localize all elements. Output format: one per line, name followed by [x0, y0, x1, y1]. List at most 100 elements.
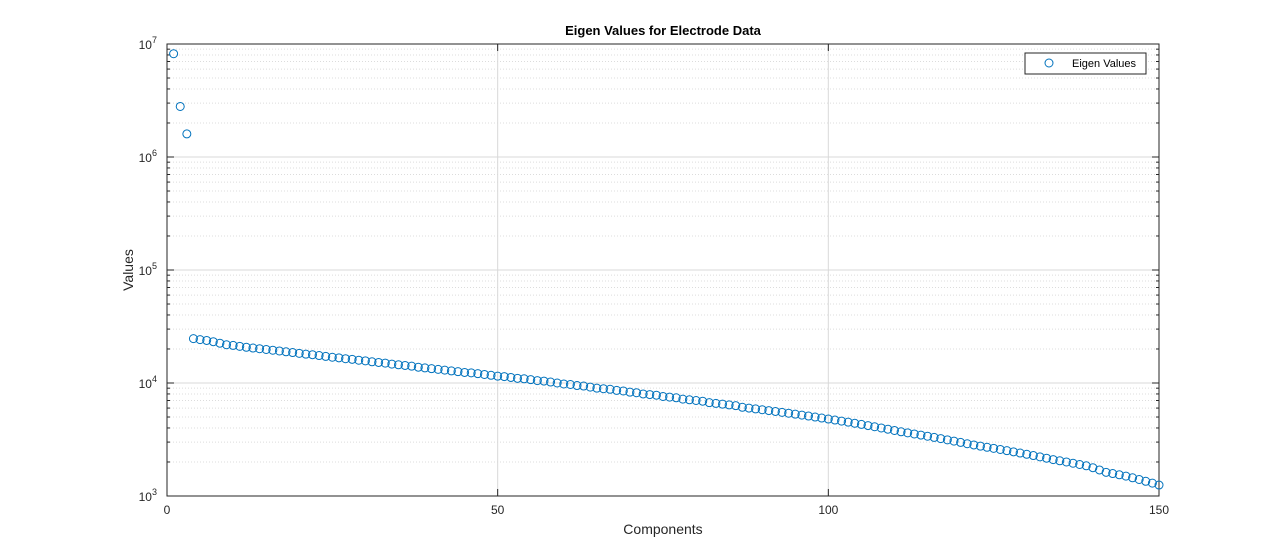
data-point: [916, 430, 926, 440]
data-point: [810, 412, 820, 422]
data-point: [552, 378, 562, 388]
data-point: [347, 354, 357, 364]
data-point: [777, 407, 787, 417]
y-tick-label: 106: [139, 148, 157, 165]
data-point: [1114, 470, 1124, 480]
data-point: [718, 399, 728, 409]
data-point: [506, 372, 516, 382]
data-point: [208, 337, 218, 347]
data-point: [460, 367, 470, 377]
data-point: [1081, 461, 1091, 471]
data-point: [1015, 448, 1025, 458]
data-point: [843, 417, 853, 427]
data-point: [453, 367, 463, 377]
data-point: [625, 387, 635, 397]
data-point: [579, 381, 589, 391]
data-point: [1141, 476, 1151, 486]
data-point: [222, 340, 232, 350]
data-point: [387, 359, 397, 369]
data-point: [751, 404, 761, 414]
x-tick-label: 50: [491, 503, 505, 517]
data-point: [1154, 480, 1164, 490]
data-point: [572, 381, 582, 391]
data-point: [307, 350, 317, 360]
data-point: [837, 416, 847, 426]
x-tick-label: 100: [818, 503, 838, 517]
data-point: [784, 408, 794, 418]
data-point: [188, 334, 198, 344]
data-point: [658, 391, 668, 401]
data-point: [744, 403, 754, 413]
data-point: [982, 442, 992, 452]
data-point: [618, 386, 628, 396]
data-point: [321, 351, 331, 361]
data-point: [691, 396, 701, 406]
data-point: [969, 440, 979, 450]
data-point: [856, 419, 866, 429]
data-point: [823, 414, 833, 424]
data-point: [255, 344, 265, 354]
data-point: [1061, 457, 1071, 467]
data-point: [407, 361, 417, 371]
data-point: [446, 366, 456, 376]
data-point: [863, 421, 873, 431]
data-point: [704, 398, 714, 408]
legend-box: [1024, 52, 1147, 75]
data-point: [559, 379, 569, 389]
data-point: [294, 348, 304, 358]
data-point: [1068, 458, 1078, 468]
data-point: [1134, 474, 1144, 484]
data-point: [248, 343, 258, 353]
data-point: [1002, 446, 1012, 456]
data-point: [678, 394, 688, 404]
data-point: [228, 340, 238, 350]
grid: [167, 44, 1159, 496]
data-point: [479, 369, 489, 379]
legend[interactable]: Eigen Values: [1024, 52, 1147, 75]
data-point: [876, 423, 886, 433]
data-point: [989, 443, 999, 453]
data-point: [671, 393, 681, 403]
data-point: [288, 348, 298, 358]
data-point: [711, 398, 721, 408]
data-point: [334, 353, 344, 363]
data-point: [770, 406, 780, 416]
data-point: [195, 335, 205, 345]
y-tick-label: 105: [139, 261, 157, 278]
data-point: [737, 402, 747, 412]
data-point: [202, 335, 212, 345]
data-point: [546, 377, 556, 387]
data-point: [1022, 449, 1032, 459]
data-point: [889, 425, 899, 435]
data-point: [830, 415, 840, 425]
data-point: [942, 435, 952, 445]
data-point: [380, 358, 390, 368]
data-point: [1028, 451, 1038, 461]
data-point: [281, 347, 291, 357]
data-point: [929, 432, 939, 442]
data-point: [182, 129, 192, 139]
data-point: [724, 400, 734, 410]
data-point: [1055, 456, 1065, 466]
data-point: [698, 396, 708, 406]
data-point: [797, 410, 807, 420]
data-point: [883, 424, 893, 434]
data-point: [790, 409, 800, 419]
data-point: [975, 441, 985, 451]
data-point: [354, 355, 364, 365]
data-point: [427, 364, 437, 374]
data-point: [850, 418, 860, 428]
data-point: [764, 406, 774, 416]
data-point: [301, 349, 311, 359]
y-tick-label: 103: [139, 487, 157, 504]
data-point: [413, 362, 423, 372]
data-point: [215, 338, 225, 348]
legend-entry-label: Eigen Values: [1072, 58, 1137, 70]
data-point: [261, 344, 271, 354]
data-point: [473, 369, 483, 379]
data-point: [995, 444, 1005, 454]
data-point: [612, 385, 622, 395]
data-point: [393, 360, 403, 370]
x-tick-label: 150: [1149, 503, 1169, 517]
